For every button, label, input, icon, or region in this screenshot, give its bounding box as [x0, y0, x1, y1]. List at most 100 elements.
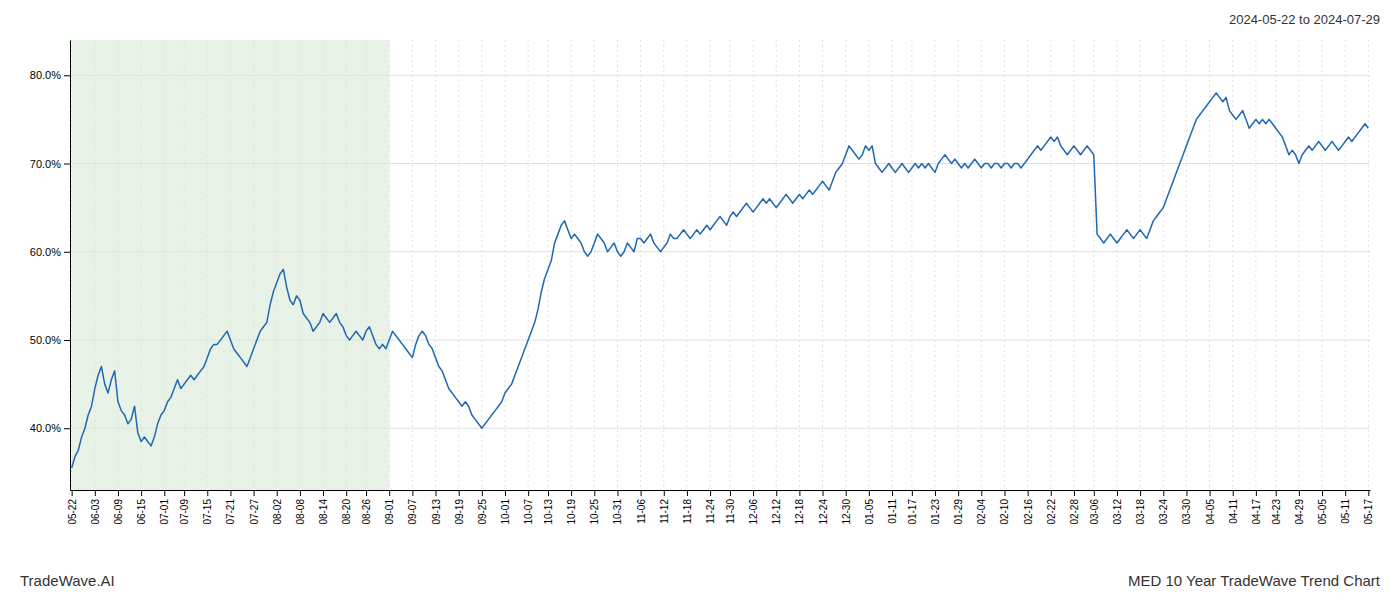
x-tick-label: 10-31 — [612, 499, 623, 525]
x-tick-mark — [687, 490, 688, 496]
x-tick-label: 12-24 — [818, 499, 829, 525]
x-axis-line — [71, 490, 1371, 491]
x-tick-mark — [254, 490, 255, 496]
x-tick-label: 08-14 — [318, 499, 329, 525]
x-tick-label: 05-11 — [1340, 499, 1351, 524]
x-tick: 04-11 — [1228, 490, 1239, 524]
x-tick: 01-29 — [953, 490, 964, 525]
x-tick-mark — [1345, 490, 1346, 496]
grid-line-x — [981, 40, 982, 490]
grid-line-x — [1345, 40, 1346, 490]
grid-line-x — [776, 40, 777, 490]
x-tick-label: 11-06 — [636, 499, 647, 524]
x-tick-mark — [95, 490, 96, 496]
x-tick: 04-17 — [1251, 490, 1262, 525]
x-tick-mark — [710, 490, 711, 496]
x-tick-mark — [72, 490, 73, 496]
x-tick: 11-18 — [682, 490, 693, 524]
x-tick: 07-27 — [249, 490, 260, 525]
x-tick-label: 08-02 — [272, 499, 283, 525]
x-tick-mark — [1233, 490, 1234, 496]
x-tick-mark — [776, 490, 777, 496]
x-tick-label: 09-01 — [384, 499, 395, 525]
x-tick: 09-01 — [384, 490, 395, 525]
x-tick-mark — [753, 490, 754, 496]
x-tick-mark — [459, 490, 460, 496]
x-tick-mark — [1210, 490, 1211, 496]
x-tick-mark — [1140, 490, 1141, 496]
x-tick-mark — [617, 490, 618, 496]
x-tick: 10-01 — [500, 490, 511, 525]
x-tick: 11-30 — [725, 490, 736, 524]
x-tick-label: 02-16 — [1023, 499, 1034, 525]
x-tick: 08-02 — [272, 490, 283, 525]
x-tick-mark — [869, 490, 870, 496]
x-tick: 11-06 — [636, 490, 647, 524]
x-tick-mark — [323, 490, 324, 496]
x-tick-mark — [1299, 490, 1300, 496]
x-tick-mark — [207, 490, 208, 496]
x-tick: 09-25 — [477, 490, 488, 525]
x-tick: 08-20 — [341, 490, 352, 525]
grid-line-x — [686, 40, 687, 490]
x-tick: 07-01 — [159, 490, 170, 525]
y-tick-mark — [64, 164, 70, 165]
x-tick-mark — [641, 490, 642, 496]
x-tick-mark — [436, 490, 437, 496]
x-tick-label: 11-30 — [725, 499, 736, 524]
x-tick-label: 03-18 — [1135, 499, 1146, 525]
grid-line-x — [1209, 40, 1210, 490]
grid-line-x — [1116, 40, 1117, 490]
x-tick: 10-31 — [612, 490, 623, 525]
x-tick-mark — [1094, 490, 1095, 496]
x-tick-mark — [184, 490, 185, 496]
x-tick-mark — [730, 490, 731, 496]
x-tick: 06-09 — [113, 490, 124, 525]
x-tick-mark — [935, 490, 936, 496]
grid-line-x — [640, 40, 641, 490]
grid-line-x — [504, 40, 505, 490]
x-tick-label: 05-22 — [67, 499, 78, 525]
marks — [72, 40, 1369, 490]
grid-line-x — [1027, 40, 1028, 490]
grid-line-x — [1255, 40, 1256, 490]
y-tick-mark — [64, 428, 70, 429]
subtitle: 2024-05-22 to 2024-07-29 — [1229, 12, 1380, 27]
x-tick-mark — [823, 490, 824, 496]
x-tick: 08-14 — [318, 490, 329, 525]
grid-line-x — [753, 40, 754, 490]
x-tick-mark — [571, 490, 572, 496]
y-tick-label: 50.0% — [30, 334, 61, 346]
x-tick: 09-19 — [454, 490, 465, 525]
grid-line-x — [799, 40, 800, 490]
x-tick-mark — [1368, 490, 1369, 496]
x-tick: 09-07 — [407, 490, 418, 525]
x-tick-label: 05-05 — [1317, 499, 1328, 525]
x-tick: 10-25 — [589, 490, 600, 525]
grid-line-x — [935, 40, 936, 490]
x-tick-label: 04-23 — [1271, 499, 1282, 525]
x-tick-label: 12-06 — [748, 499, 759, 525]
x-tick: 04-29 — [1294, 490, 1305, 525]
x-tick-label: 04-29 — [1294, 499, 1305, 525]
x-tick: 12-18 — [794, 490, 805, 525]
title: MED 10 Year TradeWave Trend Chart — [1128, 572, 1381, 589]
x-tick: 10-13 — [543, 490, 554, 525]
x-tick-label: 05-17 — [1363, 499, 1374, 525]
grid-line-x — [1073, 40, 1074, 490]
grid-line-x — [547, 40, 548, 490]
x-tick: 01-17 — [907, 490, 918, 525]
plot: 40.0%50.0%60.0%70.0%80.0%05-2206-0306-09… — [30, 40, 1375, 525]
x-tick-label: 12-12 — [771, 499, 782, 525]
grid-line-x — [1004, 40, 1005, 490]
x-tick: 12-24 — [818, 490, 829, 525]
x-tick-mark — [1117, 490, 1118, 496]
grid-line-x — [1275, 40, 1276, 490]
x-tick: 12-30 — [841, 490, 852, 525]
x-tick: 02-28 — [1069, 490, 1080, 525]
x-tick-mark — [958, 490, 959, 496]
x-tick-mark — [1186, 490, 1187, 496]
x-tick-mark — [981, 490, 982, 496]
x-tick-label: 03-30 — [1181, 499, 1192, 525]
x-tick-mark — [346, 490, 347, 496]
